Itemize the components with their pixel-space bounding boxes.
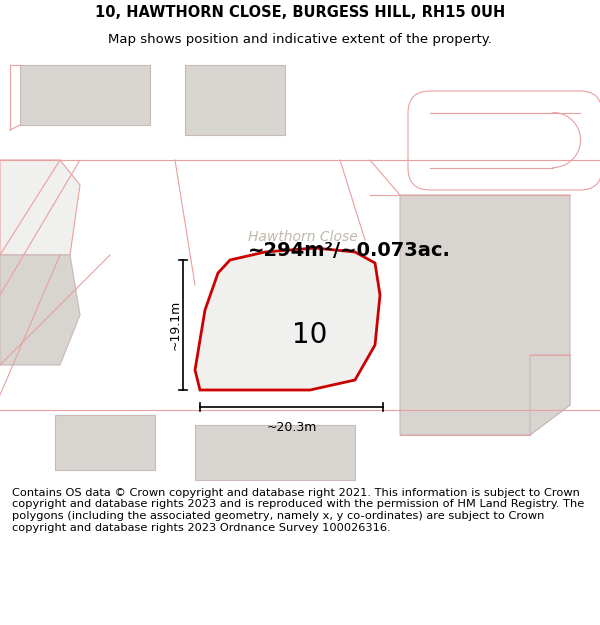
Polygon shape: [0, 160, 80, 255]
Polygon shape: [55, 415, 155, 470]
Text: ~294m²/~0.073ac.: ~294m²/~0.073ac.: [248, 241, 451, 261]
Polygon shape: [195, 425, 355, 480]
Text: ~19.1m: ~19.1m: [169, 300, 182, 350]
Polygon shape: [430, 113, 580, 168]
Polygon shape: [255, 270, 360, 370]
Polygon shape: [20, 65, 150, 125]
Text: ~20.3m: ~20.3m: [266, 421, 317, 434]
Text: 10, HAWTHORN CLOSE, BURGESS HILL, RH15 0UH: 10, HAWTHORN CLOSE, BURGESS HILL, RH15 0…: [95, 4, 505, 19]
Polygon shape: [280, 125, 600, 160]
Polygon shape: [400, 195, 570, 435]
Text: Map shows position and indicative extent of the property.: Map shows position and indicative extent…: [108, 33, 492, 46]
Polygon shape: [185, 65, 285, 135]
Text: 10: 10: [292, 321, 328, 349]
Text: Hawthorn Close: Hawthorn Close: [248, 230, 358, 244]
Polygon shape: [0, 255, 80, 365]
FancyBboxPatch shape: [408, 91, 600, 190]
Polygon shape: [530, 355, 570, 435]
Polygon shape: [195, 248, 380, 390]
Polygon shape: [0, 55, 600, 160]
Text: Contains OS data © Crown copyright and database right 2021. This information is : Contains OS data © Crown copyright and d…: [12, 488, 584, 532]
